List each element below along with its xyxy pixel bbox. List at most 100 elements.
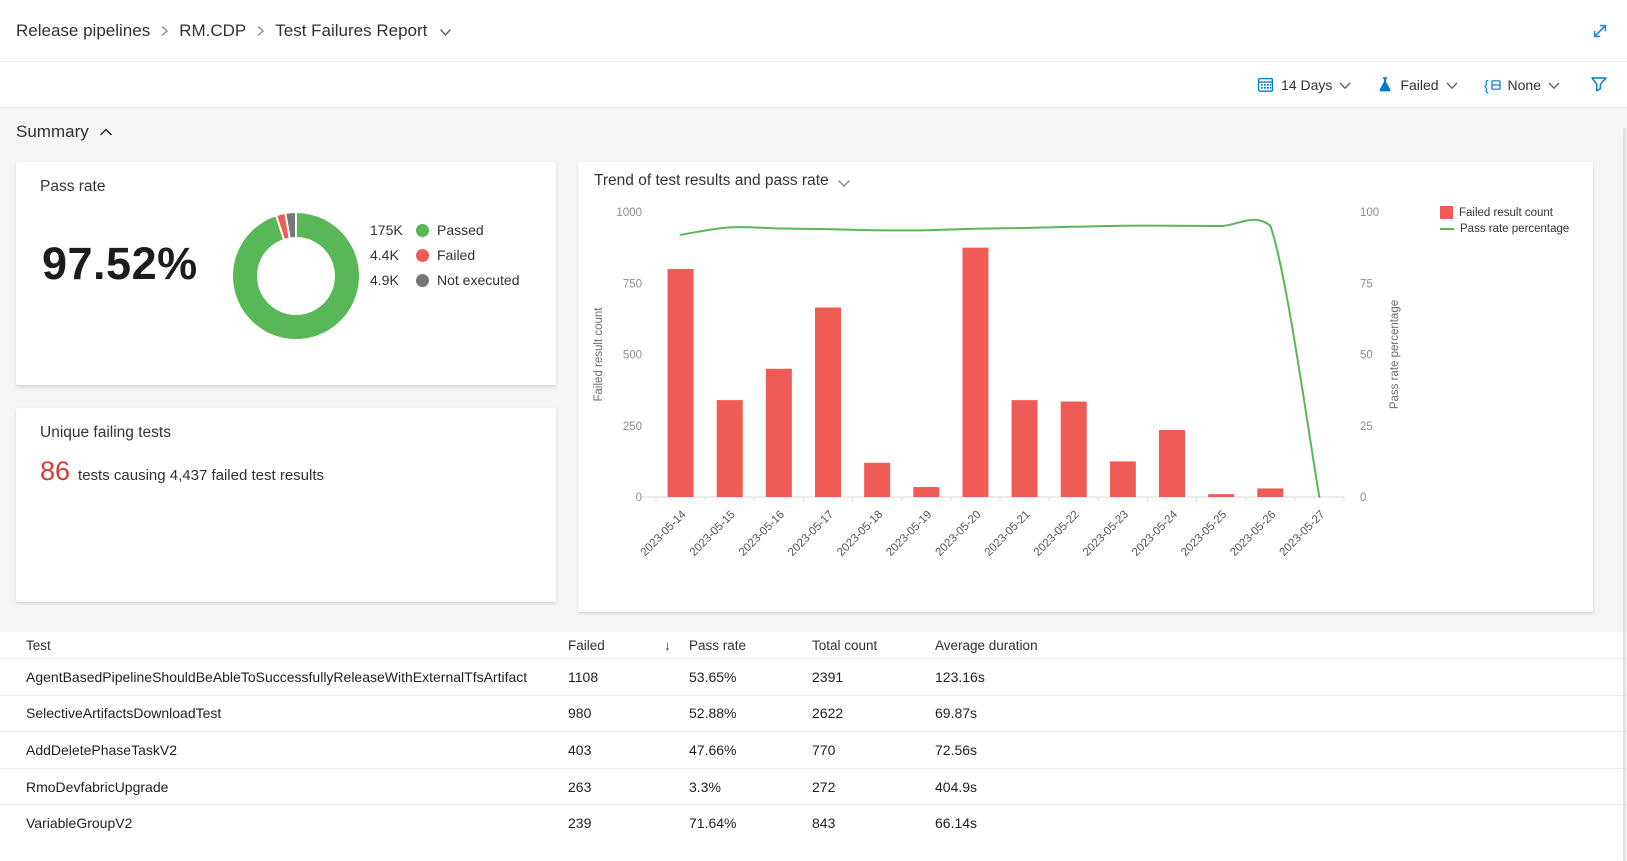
cell-pass-rate: 52.88% [689, 705, 737, 722]
filter-bar: 14 Days Failed { None [0, 62, 1627, 108]
pass-rate-card-title: Pass rate [40, 178, 106, 195]
svg-text:0: 0 [1360, 492, 1366, 504]
svg-text:2023-05-24: 2023-05-24 [1130, 508, 1181, 559]
cell-total-count: 770 [812, 741, 836, 758]
failed-count-bar [1208, 494, 1235, 497]
failed-count-bar [815, 307, 841, 497]
svg-text:2023-05-22: 2023-05-22 [1032, 509, 1082, 559]
cell-total-count: 272 [812, 778, 836, 795]
unique-failing-count: 86 [40, 456, 71, 486]
group-by-label: None [1507, 76, 1541, 93]
calendar-icon [1257, 77, 1274, 92]
outcome-filter-dropdown[interactable]: Failed [1377, 76, 1457, 93]
cell-total-count: 843 [812, 815, 836, 832]
svg-text:2023-05-25: 2023-05-25 [1179, 509, 1229, 559]
period-filter-dropdown[interactable]: 14 Days [1257, 76, 1351, 93]
unique-failing-tests-card: Unique failing tests 86 tests causing 4,… [16, 408, 556, 602]
cell-average-duration: 69.87s [935, 705, 978, 722]
svg-text:2023-05-27: 2023-05-27 [1277, 509, 1327, 559]
trend-legend-item[interactable]: Failed result count [1440, 206, 1569, 219]
cell-total-count: 2622 [812, 705, 844, 722]
legend-bar-swatch [1440, 206, 1453, 219]
table-row[interactable]: AgentBasedPipelineShouldBeAbleToSuccessf… [0, 658, 1627, 695]
breadcrumb: Release pipelines RM.CDP Test Failures R… [16, 21, 452, 41]
chevron-down-icon[interactable] [439, 28, 452, 37]
failed-count-bar [1159, 430, 1185, 497]
svg-text:2023-05-17: 2023-05-17 [786, 509, 836, 559]
cell-pass-rate: 53.65% [689, 668, 737, 685]
svg-text:2023-05-20: 2023-05-20 [933, 509, 983, 559]
outcome-filter-label: Failed [1400, 76, 1439, 93]
vertical-scrollbar[interactable] [1623, 128, 1626, 861]
legend-label: Not executed [437, 272, 520, 288]
cell-average-duration: 72.56s [935, 741, 978, 758]
legend-label: Failed [437, 247, 476, 263]
column-header-total-count[interactable]: Total count [812, 637, 878, 653]
chevron-down-icon[interactable] [837, 179, 851, 188]
summary-collapse-toggle[interactable]: Summary [16, 122, 113, 142]
top-header-bar: Release pipelines RM.CDP Test Failures R… [0, 0, 1627, 62]
failed-count-bar [1257, 488, 1284, 497]
trend-chart-card: Trend of test results and pass rate 0 250… [578, 162, 1593, 612]
svg-text:500: 500 [623, 350, 642, 362]
svg-text:2023-05-15: 2023-05-15 [688, 509, 738, 559]
table-row[interactable]: SelectiveArtifactsDownloadTest 980 52.88% 2… [0, 694, 1627, 732]
column-header-failed-label: Failed [568, 637, 605, 653]
pass-rate-value: 97.52% [42, 238, 198, 289]
legend-color-dot [416, 223, 429, 237]
trend-chart-legend: Failed result count Pass rate percentage [1440, 206, 1569, 235]
legend-value: 175K [370, 222, 403, 238]
column-header-failed[interactable]: Failed ↓ [568, 637, 689, 653]
failed-count-bar [1060, 401, 1087, 497]
chevron-right-icon [161, 25, 169, 37]
column-header-test[interactable]: Test [26, 637, 51, 653]
trend-legend-item[interactable]: Pass rate percentage [1440, 223, 1569, 235]
failed-count-bar [1011, 400, 1038, 497]
cell-failed-count: 980 [568, 705, 592, 722]
column-header-average-duration[interactable]: Average duration [935, 637, 1038, 653]
failed-count-bar [765, 368, 792, 497]
svg-text:2023-05-21: 2023-05-21 [983, 509, 1033, 559]
svg-text:2023-05-16: 2023-05-16 [737, 509, 787, 559]
svg-text:Failed result count: Failed result count [593, 307, 605, 402]
svg-text:Pass rate percentage: Pass rate percentage [1389, 300, 1401, 409]
filter-funnel-icon [1591, 77, 1607, 92]
donut-slice-passed [231, 210, 361, 341]
breadcrumb-item-report-title[interactable]: Test Failures Report [275, 20, 428, 40]
svg-text:2023-05-14: 2023-05-14 [639, 508, 690, 559]
cell-average-duration: 123.16s [935, 668, 985, 685]
failed-count-bar [667, 269, 694, 497]
breadcrumb-item-rm-cdp[interactable]: RM.CDP [179, 20, 247, 40]
failed-count-bar [913, 487, 940, 497]
cell-failed-count: 1108 [568, 668, 599, 685]
donut-slice-not-executed [284, 210, 297, 240]
chevron-down-icon [1339, 82, 1351, 90]
table-row[interactable]: RmoDevfabricUpgrade 263 3.3% 272 404.9s [0, 767, 1627, 805]
column-header-pass-rate[interactable]: Pass rate [689, 637, 747, 653]
table-row[interactable]: VariableGroupV2 239 71.64% 843 66.14s [0, 804, 1627, 841]
legend-color-dot [416, 248, 429, 262]
expand-button[interactable] [1587, 18, 1613, 44]
trend-chart: 0 250 500 750 1000 0 25 50 75 100 Failed result co… [593, 207, 1401, 559]
cell-average-duration: 404.9s [935, 778, 978, 795]
pass-rate-line [679, 218, 1321, 498]
legend-series-label: Pass rate percentage [1460, 223, 1570, 235]
legend-color-dot [416, 273, 429, 287]
cell-pass-rate: 71.64% [689, 815, 737, 832]
pass-rate-card: Pass rate 97.52% 175K Passed 4.4K Failed 4.9… [16, 162, 556, 385]
period-filter-label: 14 Days [1281, 76, 1333, 93]
breadcrumb-item-release-pipelines[interactable]: Release pipelines [16, 20, 151, 40]
filter-funnel-button[interactable] [1588, 74, 1610, 95]
svg-text:0: 0 [636, 492, 642, 504]
failed-count-bar [864, 462, 891, 497]
svg-text:2023-05-18: 2023-05-18 [835, 509, 885, 559]
trend-chart-title-row: Trend of test results and pass rate [594, 172, 851, 190]
group-by-icon: { [1484, 77, 1501, 92]
table-row[interactable]: AddDeletePhaseTaskV2 403 47.66% 770 72.56s [0, 731, 1627, 768]
group-by-dropdown[interactable]: { None [1484, 77, 1560, 93]
cell-test-name: AddDeletePhaseTaskV2 [26, 741, 177, 758]
table-header-row: Test Failed ↓ Pass rate Total count Aver… [0, 632, 1627, 658]
cell-average-duration: 66.14s [935, 815, 978, 832]
svg-text:750: 750 [623, 278, 642, 290]
